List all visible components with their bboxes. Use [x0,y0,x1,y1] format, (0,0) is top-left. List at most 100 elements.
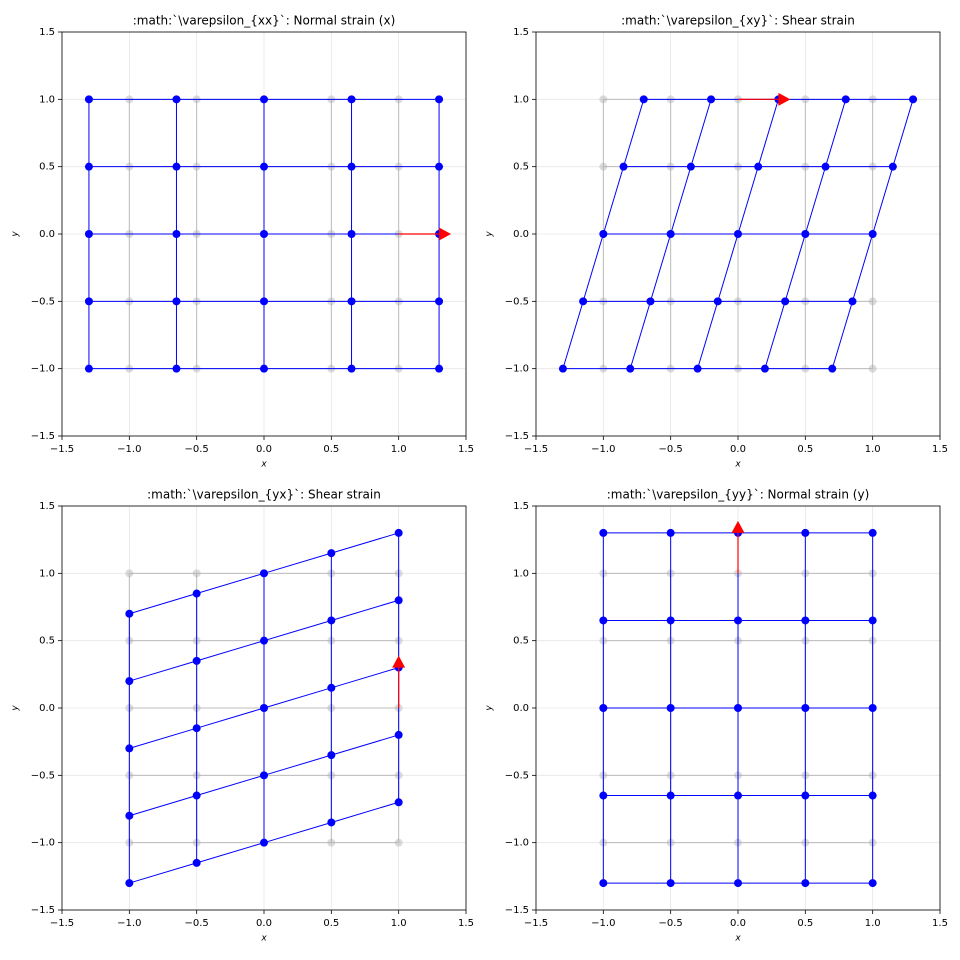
point [734,879,742,888]
point [693,364,702,373]
point [125,677,134,686]
y-tick-label: −1.5 [505,431,529,442]
point [260,162,268,171]
point [909,95,918,104]
axes-frame [61,505,467,911]
x-tick-label: 0.0 [256,918,272,929]
point [260,569,268,578]
point [172,95,181,104]
point [172,364,181,373]
point [347,297,356,306]
point [734,791,742,800]
x-tick-label: 0.5 [797,444,813,455]
point [599,704,608,712]
point [84,364,93,373]
x-tick-label: −0.5 [185,918,209,929]
y-tick-label: 1.0 [513,94,529,105]
x-tick-label: −1.5 [524,918,548,929]
point [801,528,810,537]
x-tick-label: 1.5 [458,918,474,929]
point [192,791,201,800]
x-axis-label: x [734,460,741,470]
y-tick-label: 1.0 [39,94,55,105]
point [801,230,810,238]
point [639,95,648,104]
x-tick-label: −1.5 [524,444,548,455]
point [868,879,877,888]
point [260,364,268,373]
point [754,162,763,171]
point [394,730,403,739]
point [888,162,897,171]
subplot-title: :math:`\varepsilon_{xx}`: Normal strain … [133,14,396,28]
point [868,297,877,306]
x-tick-label: −1.0 [591,444,615,455]
y-tick-label: 1.0 [39,568,55,579]
point [260,636,268,645]
x-tick-label: 0.0 [730,444,746,455]
point [347,95,356,104]
point [579,297,588,306]
point [172,162,181,171]
x-tick-label: 1.0 [865,918,881,929]
y-tick-label: −0.5 [31,296,55,307]
point [666,230,675,238]
point [868,528,877,537]
point [666,528,675,537]
y-tick-label: 0.5 [513,636,529,647]
point [734,230,742,238]
subplot-title: :math:`\varepsilon_{yx}`: Shear strain [147,488,381,502]
point [848,297,857,306]
y-tick-label: 1.5 [513,501,529,512]
point [260,838,268,847]
point [327,683,336,692]
point [558,364,567,373]
x-tick-label: −1.5 [50,444,74,455]
point [734,704,742,712]
point [435,162,444,171]
point [125,744,134,753]
y-tick-label: −0.5 [31,770,55,781]
point [599,616,608,625]
point [125,811,134,820]
arrow-head [731,520,745,533]
x-tick-label: 0.0 [256,444,272,455]
y-tick-label: 0.0 [39,229,55,240]
point [801,879,810,888]
y-tick-label: 0.0 [513,703,529,714]
point [172,230,181,238]
point [260,230,268,238]
x-axis-label: x [260,460,267,470]
point [327,549,336,558]
x-tick-label: 1.5 [458,444,474,455]
x-axis-label: x [734,934,741,944]
point [347,364,356,373]
x-tick-label: −1.0 [117,444,141,455]
point [260,704,268,712]
axes-frame [61,31,467,437]
point [347,162,356,171]
y-tick-label: 0.5 [39,162,55,173]
arrow-head [778,92,791,106]
x-tick-label: 1.5 [932,444,948,455]
point [125,609,134,618]
x-tick-label: 0.5 [323,918,339,929]
x-tick-label: −1.0 [591,918,615,929]
arrow-head [439,227,452,241]
point [599,162,608,171]
point [666,616,675,625]
subplot: :math:`\varepsilon_{xx}`: Normal strain … [11,14,474,470]
point [599,879,608,888]
x-tick-label: −0.5 [185,444,209,455]
subplot: :math:`\varepsilon_{yy}`: Normal strain … [485,488,948,944]
axes-frame [535,505,941,911]
point [192,569,201,578]
y-tick-label: −1.5 [31,905,55,916]
point [868,791,877,800]
point [435,364,444,373]
y-tick-label: 0.5 [39,636,55,647]
point [801,616,810,625]
point [713,297,722,306]
point [125,879,134,888]
